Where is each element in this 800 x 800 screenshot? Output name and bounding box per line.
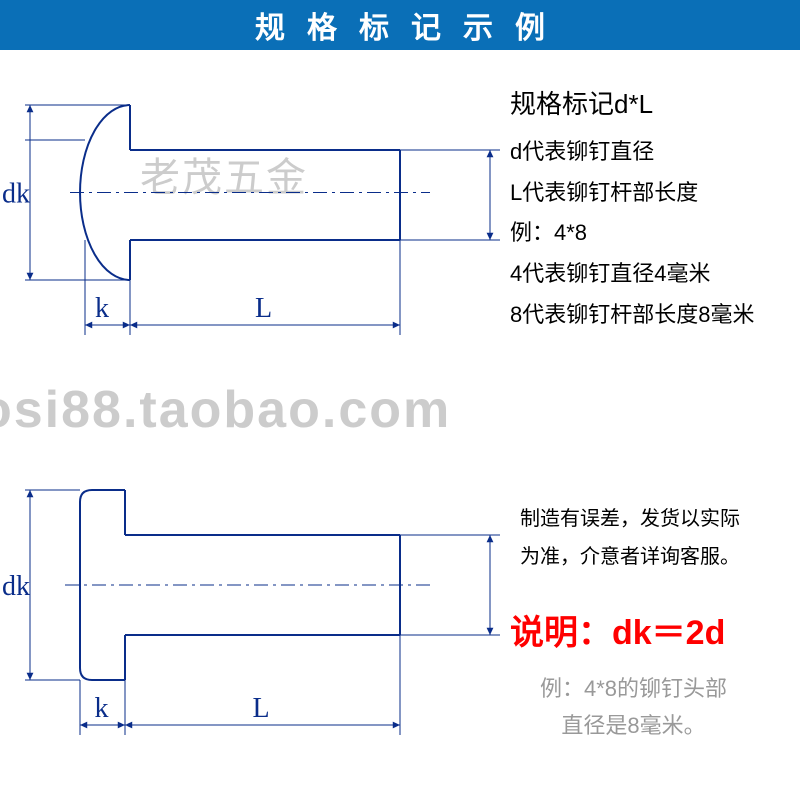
footnote-block: 例：4*8的铆钉头部 直径是8毫米。 bbox=[540, 670, 727, 745]
svg-text:dk: dk bbox=[2, 179, 30, 210]
spec-line: 8代表铆钉杆部长度8毫米 bbox=[510, 295, 754, 336]
manufacturing-note: 制造有误差，发货以实际 为准，介意者详询客服。 bbox=[520, 500, 740, 576]
footnote-line: 例：4*8的铆钉头部 bbox=[540, 670, 727, 707]
formula-body: dk＝2d bbox=[612, 614, 725, 652]
rivet-diagram-flat-head: kLdkd bbox=[0, 460, 500, 760]
diagram-area: 老茂五金 kLdkd 规格标记d*L d代表铆钉直径 L代表铆钉杆部长度 例：4… bbox=[0, 50, 800, 800]
spec-text-block: 规格标记d*L d代表铆钉直径 L代表铆钉杆部长度 例：4*8 4代表铆钉直径4… bbox=[510, 80, 754, 336]
watermark-url: osi88.taobao.com bbox=[0, 380, 451, 440]
svg-text:L: L bbox=[253, 693, 270, 724]
svg-text:k: k bbox=[95, 293, 109, 324]
note-line: 为准，介意者详询客服。 bbox=[520, 538, 740, 576]
svg-text:k: k bbox=[95, 693, 109, 724]
svg-text:L: L bbox=[255, 293, 272, 324]
page-title-bar: 规格标记示例 bbox=[0, 0, 800, 50]
svg-text:dk: dk bbox=[2, 571, 30, 602]
spec-title: 规格标记d*L bbox=[510, 80, 754, 128]
spec-line: L代表铆钉杆部长度 bbox=[510, 173, 754, 214]
note-line: 制造有误差，发货以实际 bbox=[520, 500, 740, 538]
formula-text: 说明：dk＝2d bbox=[510, 605, 725, 654]
spec-line: 例：4*8 bbox=[510, 213, 754, 254]
rivet-diagram-round-head: kLdkd bbox=[0, 70, 500, 370]
page-title: 规格标记示例 bbox=[255, 3, 567, 47]
formula-prefix: 说明： bbox=[510, 614, 612, 652]
spec-line: d代表铆钉直径 bbox=[510, 132, 754, 173]
spec-line: 4代表铆钉直径4毫米 bbox=[510, 254, 754, 295]
footnote-line: 直径是8毫米。 bbox=[540, 707, 727, 744]
